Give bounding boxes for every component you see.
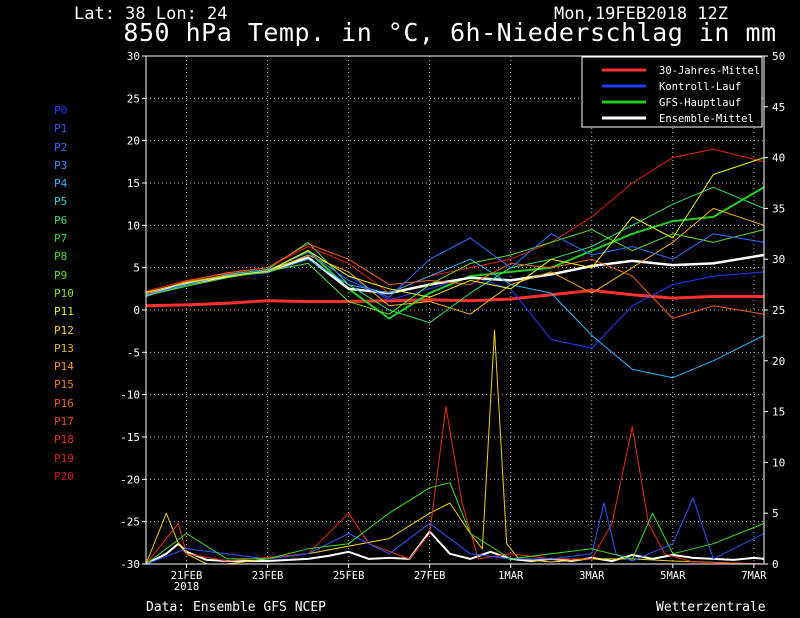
series-line [145,157,765,298]
member-label: P13 [54,341,74,355]
ensemble-member-list: P0 P1 P2 P3 P4 P5 P6 P7 P8 P9 P10 P11 P12 P13 P14 P15 P1… [54,102,74,486]
series-line [145,482,765,565]
y-left-tick-label: 25 [127,92,140,105]
x-tick-label: 27FEB [414,570,446,582]
y-right-tick-label: 0 [772,558,779,571]
member-label: P12 [54,323,74,337]
x-tick-label: 7MAR [741,570,767,582]
y-right-tick-label: 10 [772,456,785,469]
y-left-tick-label: -15 [120,431,140,444]
y-left-tick-label: 0 [133,304,140,317]
legend-label: GFS-Hauptlauf [659,97,741,109]
series-line [145,233,765,298]
chart-title: 850 hPa Temp. in °C, 6h-Niederschlag in … [123,18,777,47]
legend-label: Ensemble-Mittel [659,113,754,125]
series-line [145,406,765,565]
member-label: P3 [54,158,68,172]
y-right-tick-label: 20 [772,355,785,368]
member-label: P9 [54,268,68,282]
member-label: P16 [54,396,74,410]
series-line [145,289,764,308]
y-right-tick-label: 5 [772,507,779,520]
member-label: P0 [54,104,68,117]
series-line [145,258,765,379]
y-left-tick-label: -30 [120,558,140,571]
y-left-tick-label: 10 [127,219,140,232]
provider-label: Wetterzentrale [656,600,766,615]
run-date-label: Mon,19FEB2018 12Z [554,4,728,24]
member-label: P6 [54,213,68,227]
y-right-tick-label: 25 [772,304,785,317]
member-label: P10 [54,286,74,300]
x-tick-label: 21FEB [171,570,203,582]
x-tick-label: 5MAR [660,570,686,582]
x-tick-label: 2018 [174,581,199,593]
y-left-tick-label: 15 [127,177,140,190]
member-label: P15 [54,378,74,392]
y-left-tick-label: -25 [120,516,140,529]
member-label: P7 [54,232,68,246]
member-label: P17 [54,415,74,429]
y-left-tick-label: -5 [127,346,140,359]
x-tick-label: 1MAR [498,570,524,582]
member-label: P19 [54,451,74,465]
legend-label: Kontroll-Lauf [659,81,741,93]
y-left-tick-label: 30 [127,50,140,63]
member-label: P20 [54,469,74,483]
y-left-tick-label: 20 [127,135,140,148]
member-label: P8 [54,250,68,264]
member-label: P4 [54,177,68,191]
y-left-tick-label: -20 [120,473,140,486]
x-tick-label: 23FEB [252,570,284,582]
y-right-tick-label: 40 [772,152,785,165]
member-label: P5 [54,195,68,209]
series-line [145,497,765,565]
y-left-tick-label: 5 [133,262,140,275]
y-right-tick-label: 15 [772,406,785,419]
series-line [145,229,765,315]
y-right-tick-label: 30 [772,253,785,266]
y-right-tick-label: 35 [772,202,785,215]
member-label: P1 [54,122,68,136]
member-label: P18 [54,433,74,447]
member-label: P2 [54,140,68,154]
series-line [145,243,765,319]
y-right-tick-label: 45 [772,101,785,114]
lat-lon-label: Lat: 38 Lon: 24 [74,4,228,24]
member-label: P11 [54,305,74,319]
data-source-label: Data: Ensemble GFS NCEP [146,600,327,615]
x-tick-label: 3MAR [579,570,605,582]
y-left-tick-label: -10 [120,389,140,402]
series-line [145,329,765,565]
legend-label: 30-Jahres-Mittel [659,65,760,77]
x-tick-label: 25FEB [333,570,365,582]
member-label: P14 [54,360,74,374]
y-right-tick-label: 50 [772,50,785,63]
